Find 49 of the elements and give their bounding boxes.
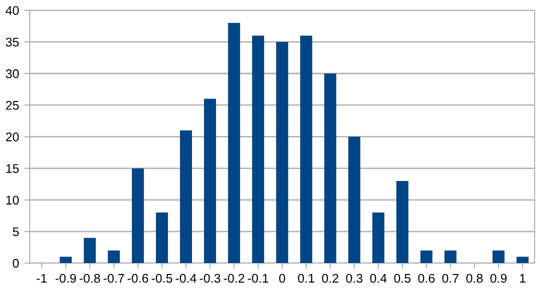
x-tick-label: 1	[520, 274, 526, 283]
x-tick-label: 0.7	[442, 274, 459, 283]
bar	[84, 238, 96, 264]
x-tick-label: 0.6	[418, 274, 435, 283]
x-tick-label: 0	[279, 274, 286, 283]
x-tick-label: 0.8	[466, 274, 483, 283]
x-tick-label: -0.6	[128, 274, 148, 283]
bar	[276, 42, 288, 264]
y-tick-label: 30	[6, 69, 19, 78]
x-tick-label: -1	[36, 274, 47, 283]
y-tick-label: 25	[6, 100, 19, 110]
bar	[204, 98, 216, 264]
x-tick-label: 0.3	[346, 274, 362, 283]
x-tick-label: 0.9	[490, 274, 507, 283]
y-tick-label: 15	[6, 164, 19, 173]
bar	[228, 22, 240, 264]
y-tick-label: 35	[6, 38, 19, 47]
bar	[324, 74, 336, 264]
y-tick-label: 40	[6, 6, 19, 15]
x-tick-label: 0.2	[322, 274, 338, 283]
bar	[300, 36, 312, 264]
y-tick-label: 0	[12, 258, 19, 268]
bar	[348, 136, 360, 264]
x-tick-label: -0.1	[248, 274, 268, 283]
y-tick-label: 5	[12, 227, 19, 236]
bar	[132, 168, 144, 264]
x-tick-label: 0.4	[370, 274, 387, 283]
bar	[444, 250, 456, 264]
bar	[180, 130, 192, 264]
bar	[108, 250, 120, 264]
x-tick-label: -0.4	[176, 274, 196, 283]
bar	[492, 250, 505, 264]
bar	[516, 256, 529, 264]
x-tick-label: 0.5	[394, 274, 411, 283]
x-tick-label: -0.5	[152, 274, 172, 283]
x-tick-label: 0.1	[298, 274, 314, 283]
bar	[252, 36, 264, 264]
bar	[60, 256, 72, 264]
x-tick-label: -0.3	[200, 274, 220, 283]
y-tick-label: 20	[6, 132, 19, 142]
x-tick-label: -0.8	[80, 274, 100, 283]
bar	[420, 250, 432, 264]
y-tick-label: 10	[6, 196, 19, 205]
x-tick-label: -0.9	[56, 274, 76, 283]
x-tick-label: -0.2	[224, 274, 244, 283]
bar	[372, 212, 384, 264]
bar	[156, 212, 168, 264]
bar	[396, 180, 408, 264]
x-tick-label: -0.7	[104, 274, 124, 283]
